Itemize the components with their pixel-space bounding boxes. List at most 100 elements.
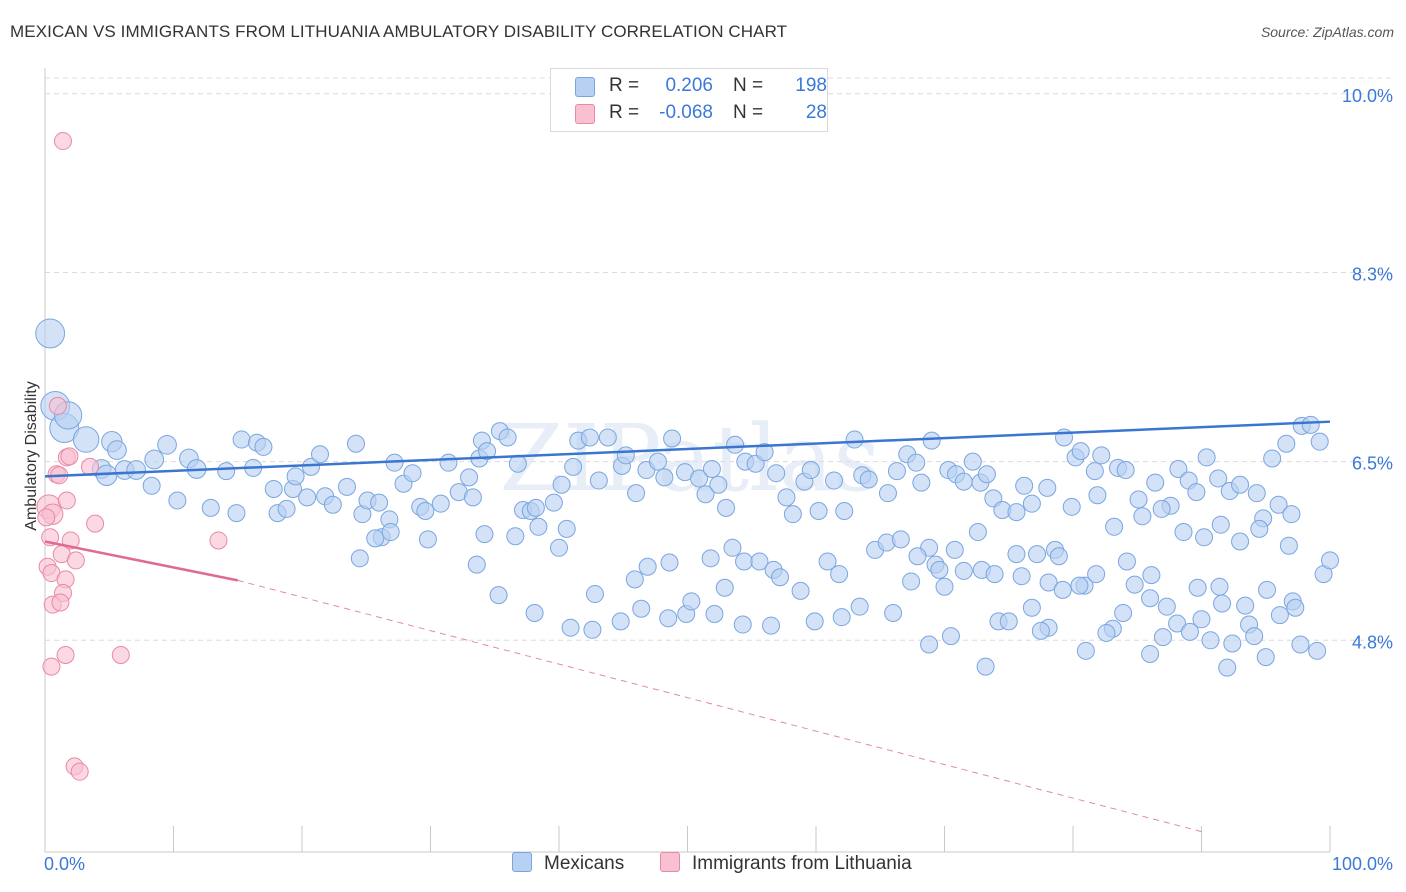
r-label: R = (609, 102, 640, 123)
mexicans-point (467, 555, 486, 574)
mexicans-point (1087, 565, 1106, 584)
mexicans-point (850, 597, 869, 616)
mexicans-point (1231, 532, 1250, 551)
lithuania-point (111, 646, 130, 665)
legend-item-lithuania[interactable]: Immigrants from Lithuania (660, 852, 912, 875)
lithuania-point (53, 132, 72, 151)
mexicans-point (463, 488, 482, 507)
mexicans-point (1301, 415, 1320, 434)
mexicans-point (1256, 648, 1275, 667)
mexicans-point (460, 468, 479, 487)
legend-label: Immigrants from Lithuania (692, 853, 912, 874)
mexicans-point (701, 549, 720, 568)
mexicans-point (771, 568, 790, 587)
mexicans-point (660, 553, 679, 572)
mexicans-point (625, 570, 644, 589)
mexicans-point (550, 538, 568, 557)
mexicans-point (1308, 641, 1327, 660)
n-value: 198 (795, 75, 827, 96)
x-tick-label: 100.0% (1332, 854, 1393, 874)
lithuania-point (80, 457, 99, 476)
mexicans-point (1279, 536, 1298, 555)
mexicans-point (805, 612, 824, 631)
mexicans-point (1129, 490, 1148, 509)
mexicans-point (35, 318, 66, 349)
r-label: R = (609, 75, 640, 96)
mexicans-point (830, 565, 849, 584)
mexicans-point (277, 499, 296, 518)
mexicans-point (475, 525, 494, 544)
mexicans-point (920, 635, 939, 654)
mexicans-point (791, 581, 810, 600)
mexicans-point (144, 449, 165, 470)
mexicans-point (887, 462, 906, 481)
mexicans-point (762, 616, 781, 635)
lithuania-trend-line (44, 540, 238, 582)
mexicans-point (1310, 432, 1329, 451)
mexicans-point (902, 572, 921, 591)
mexicans-point (655, 468, 674, 487)
mexicans-point (696, 485, 715, 504)
mexicans-point (370, 493, 389, 512)
mexicans-point (557, 519, 576, 538)
mexicans-point (1269, 495, 1288, 514)
lithuania-point (51, 593, 70, 612)
mexicans-point (439, 453, 458, 472)
mexicans-point (824, 471, 843, 490)
mexicans-point (1152, 499, 1171, 518)
mexicans-point (1245, 627, 1264, 646)
mexicans-point (1141, 644, 1160, 663)
mexicans-point (648, 452, 667, 471)
mexicans-point (1012, 567, 1031, 586)
mexicans-point (1031, 621, 1050, 640)
mexicans-point (529, 517, 548, 536)
mexicans-point (142, 476, 161, 495)
mexicans-point (891, 530, 910, 549)
lithuania-point (60, 447, 79, 466)
mexicans-point (922, 431, 941, 450)
mexicans-point (431, 494, 450, 513)
y-axis-title: Ambulatory Disability (23, 381, 40, 530)
lithuania-swatch (575, 104, 595, 124)
mexicans-point (682, 592, 701, 611)
chart-title: MEXICAN VS IMMIGRANTS FROM LITHUANIA AMB… (10, 22, 788, 41)
mexicans-point (954, 472, 973, 491)
mexicans-point (878, 484, 897, 503)
lithuania-swatch (660, 852, 680, 872)
mexicans-point (1076, 641, 1095, 660)
watermark: ZIPatlas (499, 405, 880, 512)
mexicans-point (977, 465, 996, 484)
mexicans-point (264, 479, 283, 498)
mexicans-point (908, 547, 927, 566)
stats-legend: R = 0.206 N = 198 R = -0.068 N = 28 (550, 68, 828, 132)
mexicans-point (552, 475, 571, 494)
mexicans-point (564, 457, 583, 476)
r-value: -0.068 (659, 102, 713, 123)
legend-item-mexicans[interactable]: Mexicans (512, 852, 624, 875)
mexicans-point (884, 603, 903, 622)
mexicans-point (709, 475, 728, 494)
lithuania-point (57, 491, 76, 510)
mexicans-point (589, 471, 608, 490)
mexicans-point (845, 430, 864, 449)
mexicans-point (227, 504, 246, 523)
mexicans-point (735, 552, 754, 571)
mexicans-point (1201, 631, 1220, 650)
mexicans-point (1085, 462, 1104, 481)
mexicans-point (301, 457, 320, 476)
mexicans-point (1188, 578, 1207, 597)
mexicans-point (366, 529, 385, 548)
mexicans-point (941, 627, 960, 646)
mexicans-point (1180, 622, 1199, 641)
mexicans-point (403, 464, 422, 483)
mexicans-point (337, 477, 356, 496)
mexicans-point (350, 549, 369, 568)
mexicans-point (1070, 576, 1089, 595)
lithuania-point (209, 531, 228, 550)
mexicans-point (525, 603, 544, 622)
mexicans-point (232, 430, 251, 449)
mexicans-point (1049, 547, 1068, 566)
mexicans-point (809, 502, 828, 521)
mexicans-point (1088, 486, 1107, 505)
